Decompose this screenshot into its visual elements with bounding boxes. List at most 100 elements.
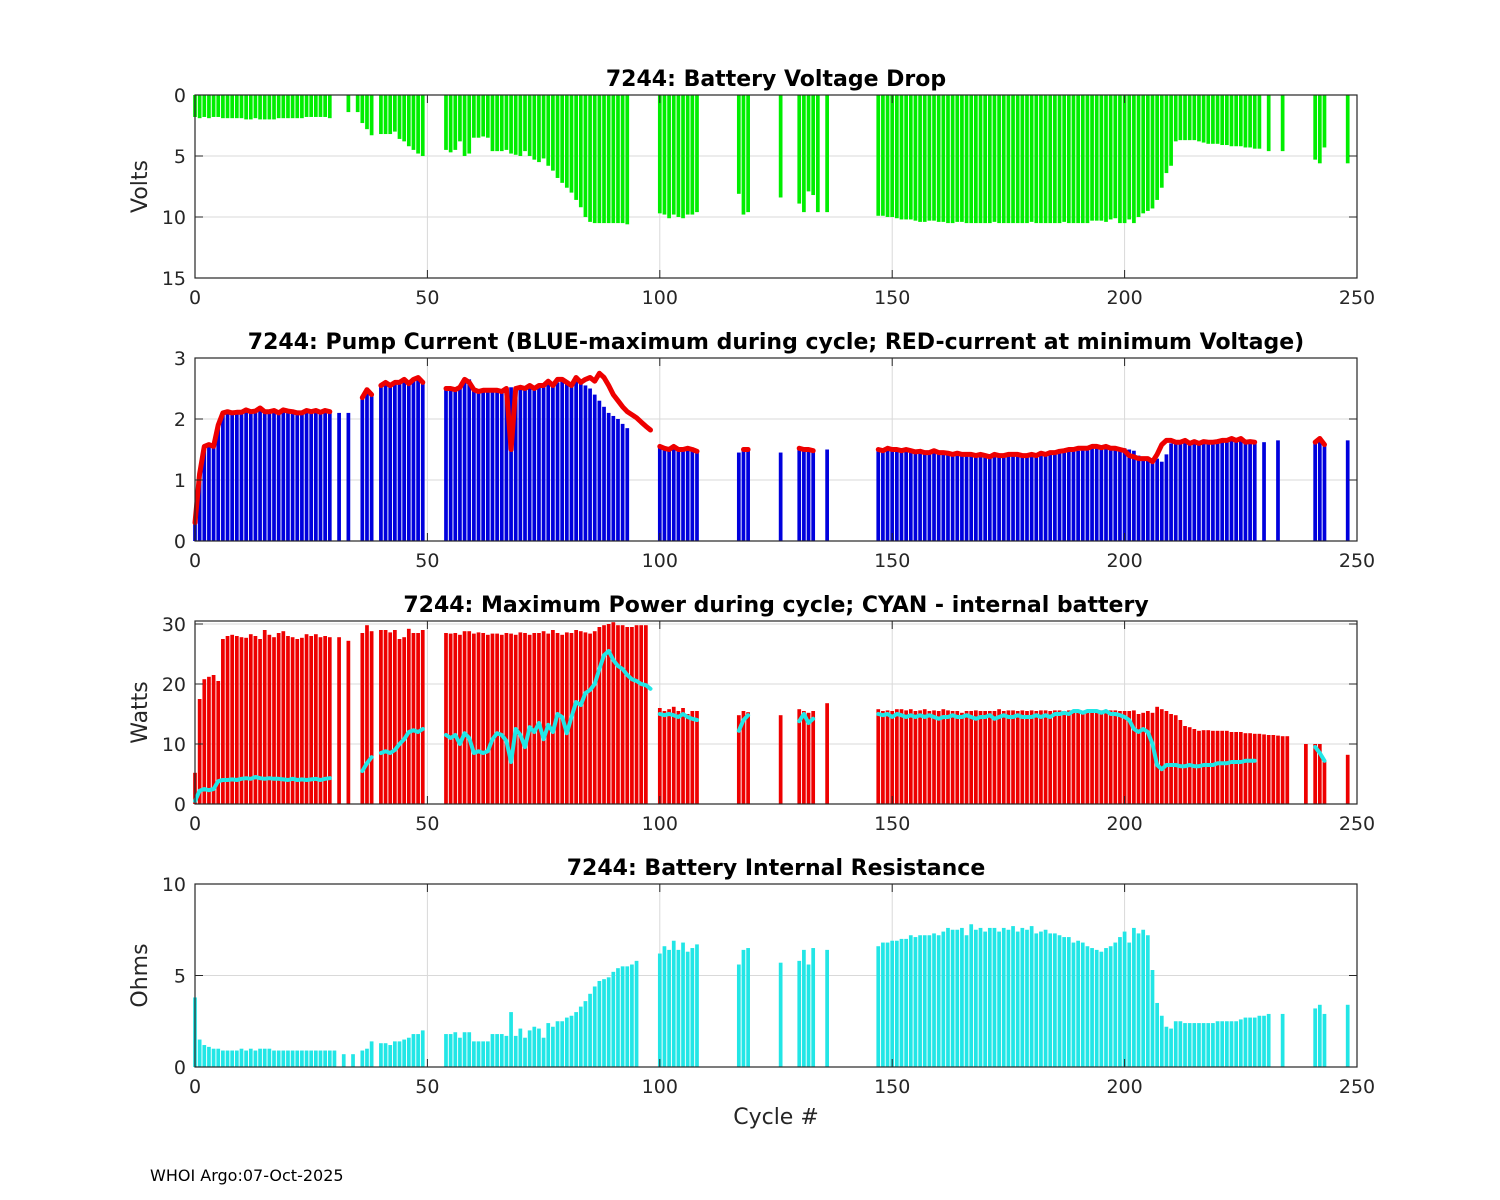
bar	[1076, 95, 1080, 224]
bar	[323, 1050, 328, 1067]
x-tick-label: 100	[642, 1076, 678, 1098]
bar	[574, 379, 578, 541]
bar	[1094, 95, 1099, 221]
bar	[588, 633, 592, 804]
bar	[518, 632, 523, 804]
bar	[216, 95, 221, 117]
bar	[1234, 732, 1239, 804]
x-tick-label: 50	[415, 550, 439, 572]
bar	[290, 410, 295, 541]
series-line	[657, 443, 700, 454]
bar	[611, 622, 616, 804]
x-tick-label: 50	[415, 287, 439, 309]
axes-box	[194, 357, 1358, 542]
bar	[941, 709, 946, 804]
bar	[258, 639, 262, 804]
bar	[462, 95, 467, 156]
bar	[1141, 456, 1146, 541]
bar	[346, 640, 351, 804]
bar	[597, 627, 602, 804]
bar	[244, 411, 248, 541]
bar	[1132, 927, 1136, 1067]
bar	[1071, 451, 1076, 541]
bar	[1043, 455, 1048, 541]
bar	[667, 709, 671, 804]
bar	[1006, 455, 1011, 541]
bar	[504, 388, 509, 541]
bar	[1159, 95, 1164, 188]
y-tick-label: 10	[162, 874, 186, 896]
bar	[304, 95, 309, 117]
bar	[541, 1037, 546, 1067]
bar	[681, 95, 685, 219]
bar	[797, 449, 802, 541]
bar	[295, 410, 300, 541]
bar	[946, 927, 950, 1067]
bar	[941, 452, 946, 541]
bar	[569, 95, 574, 193]
bar	[681, 942, 685, 1067]
bar	[1201, 730, 1206, 804]
bar	[1001, 711, 1006, 804]
bar	[1169, 714, 1173, 804]
bar	[1229, 438, 1234, 541]
bar	[481, 1041, 486, 1067]
bar	[667, 449, 671, 541]
bar	[639, 625, 644, 804]
bar	[974, 455, 978, 541]
bar	[876, 709, 881, 804]
bar	[397, 639, 402, 804]
bar	[1071, 95, 1076, 224]
bar	[234, 412, 239, 541]
bar	[211, 675, 216, 804]
bar	[453, 95, 458, 150]
bar	[309, 412, 314, 541]
bar	[393, 382, 397, 541]
bar	[908, 95, 913, 220]
bar	[1229, 732, 1234, 804]
bar	[885, 449, 890, 541]
bar	[894, 709, 899, 804]
bar	[323, 636, 328, 804]
bar	[444, 388, 448, 541]
bar	[221, 639, 225, 804]
bar	[230, 412, 235, 541]
bar	[527, 385, 532, 541]
bar	[1085, 710, 1090, 804]
bar	[685, 95, 690, 215]
bar	[1094, 448, 1099, 541]
bar	[1229, 1021, 1234, 1067]
chart-title: 7244: Pump Current (BLUE-maximum during …	[248, 330, 1304, 355]
bar	[1215, 730, 1220, 804]
x-tick-label: 150	[874, 550, 910, 572]
bar	[253, 636, 258, 804]
bar	[300, 1050, 304, 1067]
bar	[379, 95, 383, 135]
bar	[1132, 710, 1136, 804]
bar	[667, 949, 671, 1067]
bar	[802, 711, 806, 804]
bar	[1243, 733, 1248, 804]
bar	[411, 1034, 416, 1067]
bar	[1201, 95, 1206, 143]
bar	[806, 449, 811, 541]
bar	[197, 699, 202, 804]
bar	[207, 95, 211, 119]
y-axis-label: Volts	[128, 160, 153, 213]
bar	[453, 391, 458, 541]
bar	[1025, 95, 1029, 224]
bar	[346, 95, 351, 113]
bar	[1020, 95, 1025, 224]
bar	[825, 95, 829, 213]
bar	[987, 711, 992, 804]
bar	[327, 1050, 332, 1067]
bar	[890, 940, 895, 1067]
bar	[453, 633, 458, 804]
bar	[936, 711, 941, 804]
bar	[1011, 95, 1015, 224]
bar	[1048, 453, 1053, 541]
bar	[216, 681, 221, 804]
bar	[918, 95, 922, 222]
bar	[1159, 1015, 1164, 1067]
series-line	[736, 713, 751, 733]
